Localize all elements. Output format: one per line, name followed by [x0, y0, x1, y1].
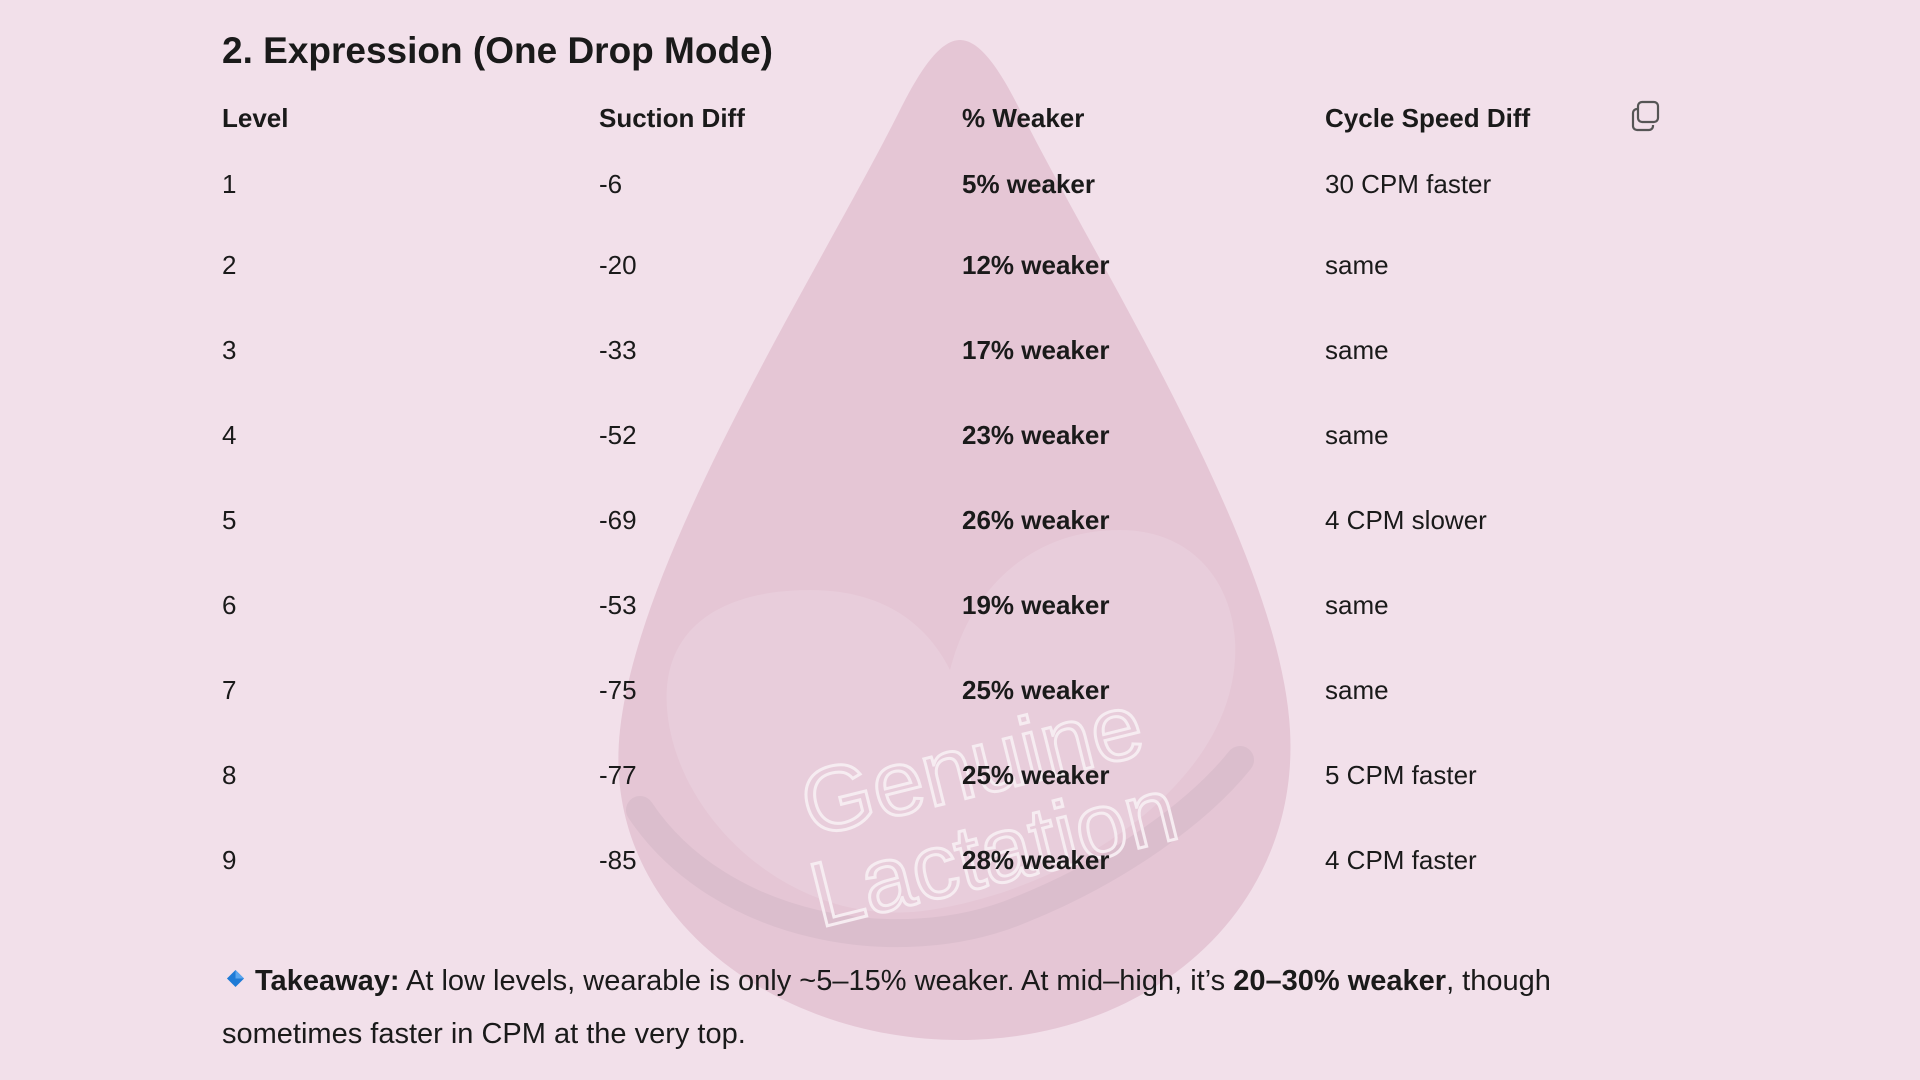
cell-weaker: 12% weaker: [962, 250, 1110, 280]
header-suction-diff: Suction Diff: [599, 102, 745, 133]
table-row: 4 -52 23% weaker same: [222, 393, 1625, 478]
cell-weaker: 25% weaker: [962, 760, 1110, 790]
cell-suction-diff: -33: [599, 335, 637, 365]
cell-cycle-speed: same: [1325, 420, 1389, 450]
header-level: Level: [222, 102, 289, 133]
cell-level: 7: [222, 675, 237, 705]
cell-cycle-speed: 5 CPM faster: [1325, 760, 1477, 790]
cell-level: 3: [222, 335, 237, 365]
takeaway-paragraph: Takeaway: At low levels, wearable is onl…: [222, 955, 1662, 1061]
cell-level: 1: [222, 169, 237, 199]
cell-suction-diff: -77: [599, 760, 637, 790]
cell-cycle-speed: 4 CPM faster: [1325, 845, 1477, 875]
cell-level: 4: [222, 420, 237, 450]
table-row: 5 -69 26% weaker 4 CPM slower: [222, 478, 1625, 563]
table-row: 1 -6 5% weaker 30 CPM faster: [222, 146, 1625, 223]
header-percent-weaker: % Weaker: [962, 102, 1085, 133]
cell-cycle-speed: same: [1325, 250, 1389, 280]
cell-weaker: 28% weaker: [962, 845, 1110, 875]
takeaway-label: Takeaway:: [255, 965, 400, 997]
cell-level: 9: [222, 845, 237, 875]
milk-drop-logo: Genuine Lactation: [618, 40, 1291, 1040]
cell-cycle-speed: same: [1325, 675, 1389, 705]
cell-suction-diff: -53: [599, 590, 637, 620]
takeaway-text-after: , though sometimes faster in CPM at the …: [222, 965, 1551, 1050]
table-row: 7 -75 25% weaker same: [222, 648, 1625, 733]
takeaway-text-before: At low levels, wearable is only ~5–15% w…: [399, 965, 1234, 997]
copy-icon[interactable]: [1628, 98, 1664, 134]
cell-level: 6: [222, 590, 237, 620]
table-row: 6 -53 19% weaker same: [222, 563, 1625, 648]
cell-level: 8: [222, 760, 237, 790]
cell-cycle-speed: 4 CPM slower: [1325, 505, 1487, 535]
cell-weaker: 19% weaker: [962, 590, 1110, 620]
cell-level: 2: [222, 250, 237, 280]
cell-weaker: 23% weaker: [962, 420, 1110, 450]
cell-cycle-speed: same: [1325, 590, 1389, 620]
cell-cycle-speed: same: [1325, 335, 1389, 365]
cell-suction-diff: -20: [599, 250, 637, 280]
cell-weaker: 25% weaker: [962, 675, 1110, 705]
blue-diamond-icon: [226, 969, 245, 988]
cell-level: 5: [222, 505, 237, 535]
section-title: 2. Expression (One Drop Mode): [222, 30, 773, 71]
table-row: 8 -77 25% weaker 5 CPM faster: [222, 733, 1625, 818]
header-cycle-speed-diff: Cycle Speed Diff: [1325, 102, 1531, 133]
takeaway-emphasis: 20–30% weaker: [1233, 965, 1447, 997]
table-row: 3 -33 17% weaker same: [222, 308, 1625, 393]
cell-suction-diff: -52: [599, 420, 637, 450]
cell-suction-diff: -75: [599, 675, 637, 705]
cell-suction-diff: -85: [599, 845, 637, 875]
table-header-row: Level Suction Diff % Weaker Cycle Speed …: [222, 90, 1625, 146]
cell-suction-diff: -6: [599, 169, 623, 199]
table-row: 2 -20 12% weaker same: [222, 223, 1625, 308]
cell-cycle-speed: 30 CPM faster: [1325, 169, 1492, 199]
comparison-table: Level Suction Diff % Weaker Cycle Speed …: [222, 90, 1625, 903]
cell-weaker: 17% weaker: [962, 335, 1110, 365]
table-row: 9 -85 28% weaker 4 CPM faster: [222, 818, 1625, 903]
cell-weaker: 26% weaker: [962, 505, 1110, 535]
cell-weaker: 5% weaker: [962, 169, 1095, 199]
cell-suction-diff: -69: [599, 505, 637, 535]
